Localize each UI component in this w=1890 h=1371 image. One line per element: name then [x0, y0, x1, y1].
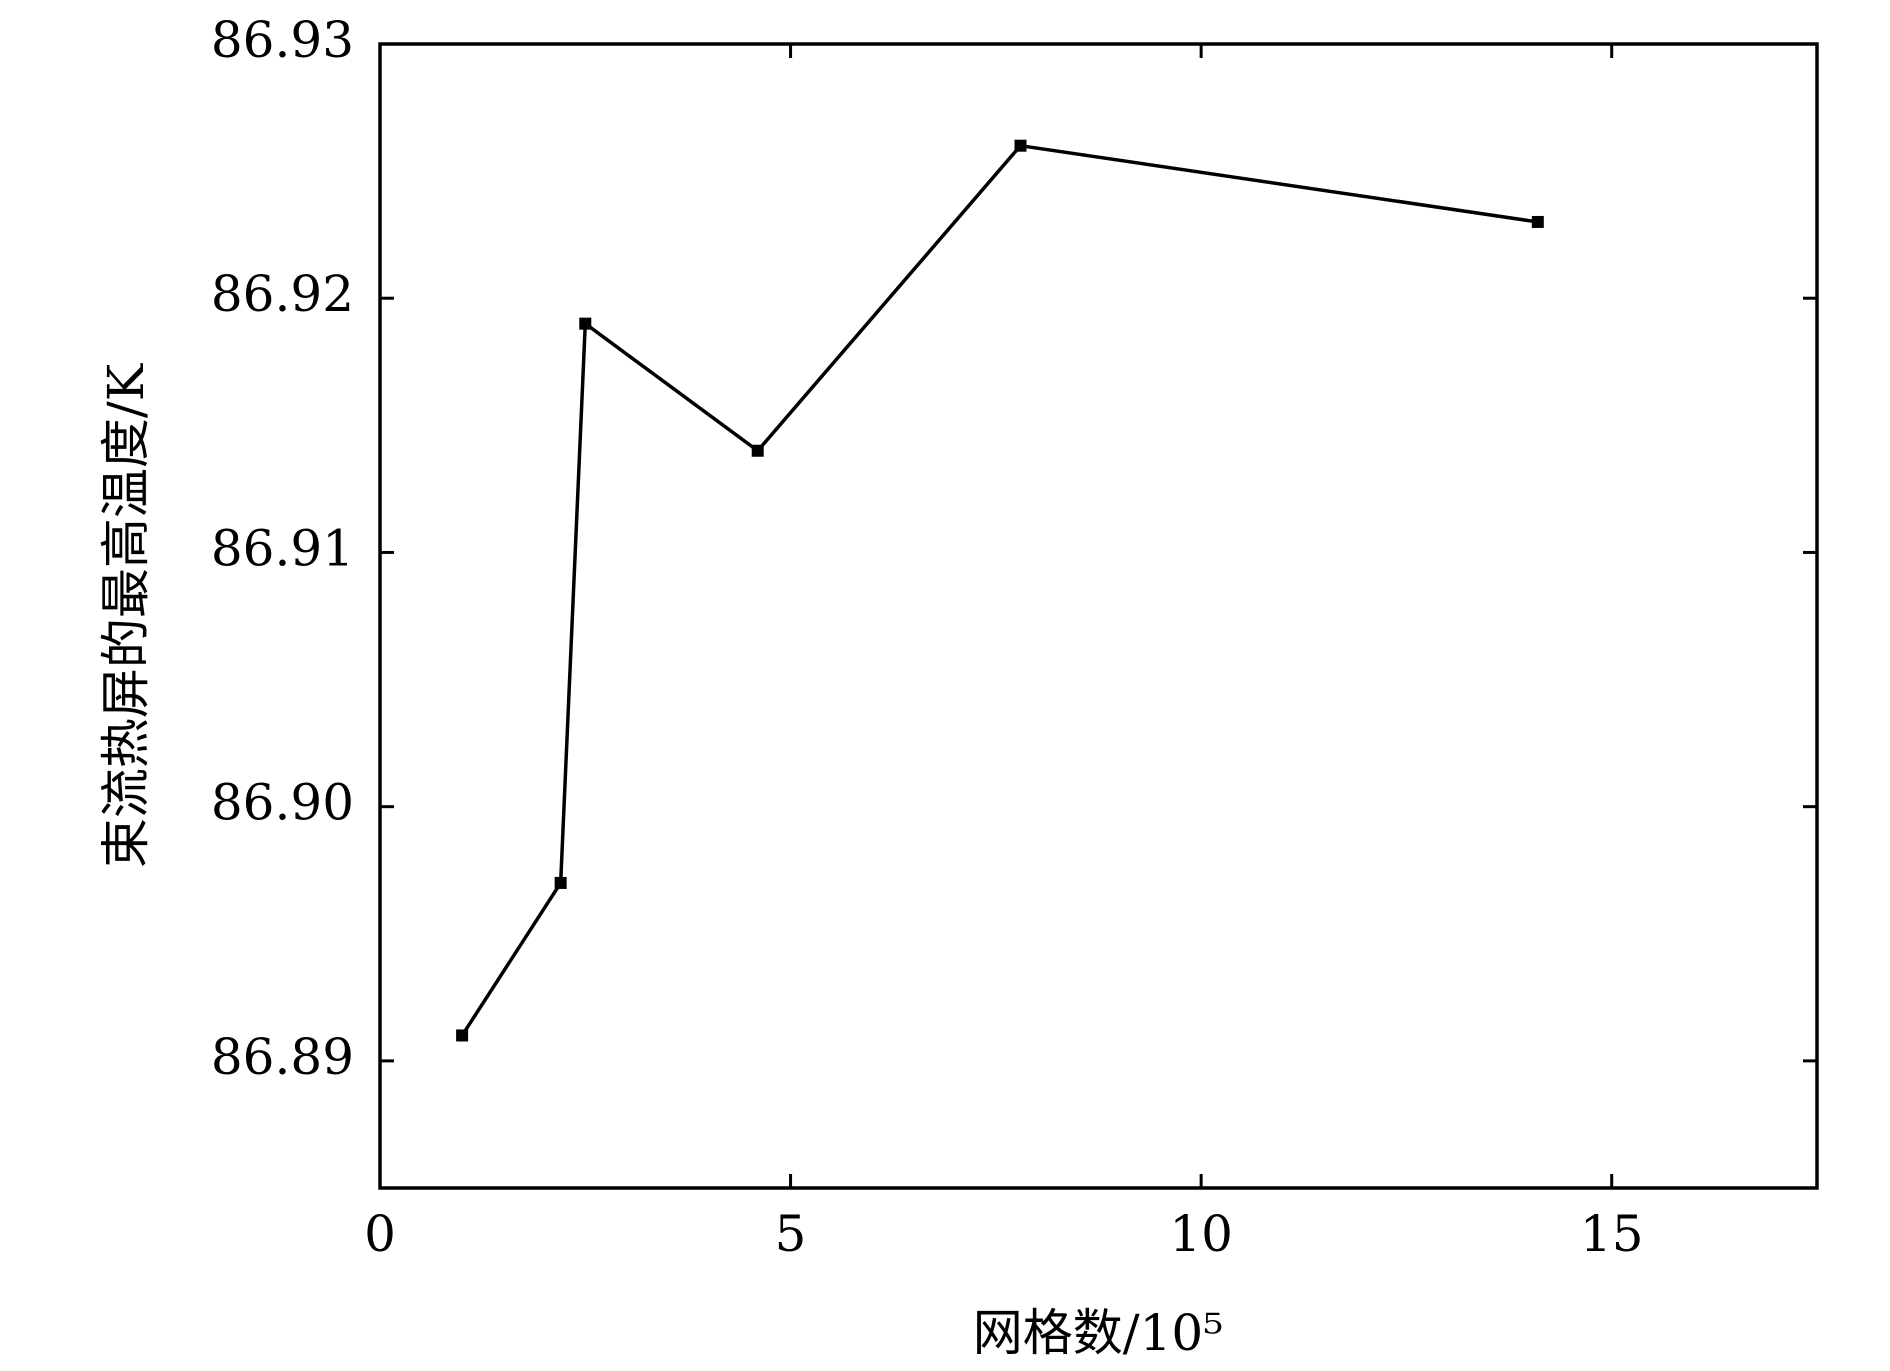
y-tick-label: 86.93 [211, 11, 354, 69]
y-axis-label: 束流热屏的最高温度/K [97, 362, 155, 868]
x-axis-label: 网格数/10⁵ [973, 1304, 1224, 1362]
plot-frame [378, 42, 1819, 1190]
y-tick-label: 86.92 [211, 265, 354, 323]
x-tick-label: 5 [775, 1205, 807, 1263]
data-point [1014, 139, 1027, 152]
series-line [460, 143, 1539, 1037]
data-point [751, 444, 764, 457]
data-point [1531, 215, 1544, 228]
y-tick-label: 86.91 [211, 519, 354, 577]
data-point [554, 876, 567, 889]
data-point [579, 317, 592, 330]
x-tick-label: 15 [1580, 1205, 1644, 1263]
y-tick-label: 86.89 [211, 1028, 354, 1086]
x-tick-label: 0 [364, 1205, 396, 1263]
x-tick-label: 10 [1169, 1205, 1233, 1263]
data-point [456, 1029, 469, 1042]
y-tick-label: 86.90 [211, 774, 354, 832]
